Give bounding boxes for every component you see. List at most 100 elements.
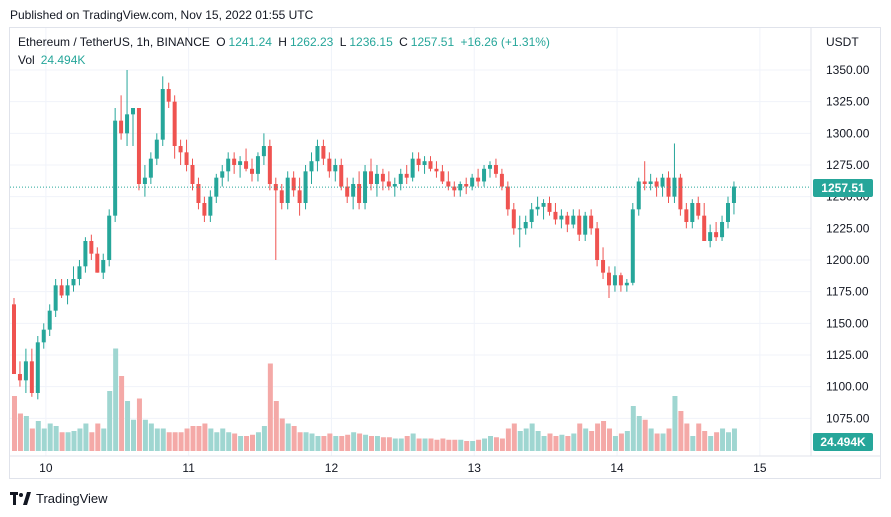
candle-body xyxy=(333,165,338,172)
volume-bar xyxy=(59,432,65,451)
volume-bar xyxy=(482,438,488,451)
tradingview-brand[interactable]: TradingView xyxy=(10,491,108,506)
volume-bar xyxy=(160,428,166,451)
volume-bar xyxy=(416,438,422,451)
candle-body xyxy=(577,215,582,235)
volume-bar xyxy=(53,426,59,451)
volume-bar xyxy=(630,406,636,451)
volume-bar xyxy=(83,423,89,451)
candle-body xyxy=(553,211,558,220)
candle-body xyxy=(386,181,391,187)
volume-bar xyxy=(517,431,523,451)
candle-body xyxy=(654,181,659,187)
volume-bar xyxy=(660,433,666,451)
volume-bar xyxy=(398,438,404,451)
volume-bar xyxy=(226,432,232,451)
volume-bar xyxy=(184,428,190,451)
chart-frame xyxy=(9,27,881,479)
candle-body xyxy=(65,285,70,296)
volume-value: 24.494K xyxy=(40,53,86,67)
candle-body xyxy=(583,215,588,235)
volume-bar xyxy=(720,428,726,451)
candle-body xyxy=(476,177,481,182)
volume-bar xyxy=(363,434,369,451)
candle-body xyxy=(35,342,40,393)
candle-body xyxy=(89,241,94,254)
time-tick-label: 11 xyxy=(182,461,195,475)
volume-bar xyxy=(505,428,511,451)
price-tick-label: 1200.00 xyxy=(826,253,870,267)
price-tick-label: 1225.00 xyxy=(826,221,870,235)
volume-bars xyxy=(12,348,737,451)
candle-body xyxy=(303,171,308,203)
volume-bar xyxy=(238,436,244,451)
candle-body xyxy=(226,158,231,172)
candle-body xyxy=(136,108,141,184)
candle-body xyxy=(523,222,528,229)
candle-body xyxy=(678,177,683,210)
candle-body xyxy=(107,215,112,260)
volume-bar xyxy=(684,423,690,451)
volume-bar xyxy=(119,376,125,451)
volume-bar xyxy=(654,433,660,451)
candle-body xyxy=(279,190,284,203)
candle-body xyxy=(541,203,546,207)
volume-bar xyxy=(547,433,553,451)
candle-body xyxy=(404,173,409,178)
candle-body xyxy=(12,304,16,374)
volume-bar xyxy=(488,436,493,451)
time-axis-ticks: 10 11 12 13 14 15 xyxy=(39,461,767,475)
candle-body xyxy=(440,171,445,182)
candle-body xyxy=(41,329,46,343)
volume-bar xyxy=(428,438,434,451)
candle-body xyxy=(250,168,254,174)
candle-body xyxy=(309,161,314,172)
candle-body xyxy=(702,215,707,241)
price-tick-label: 1100.00 xyxy=(826,380,869,394)
volume-bar xyxy=(291,426,297,451)
candle-body xyxy=(142,177,147,184)
volume-bar xyxy=(208,428,214,451)
candle-body xyxy=(636,181,641,210)
time-tick-label: 10 xyxy=(39,461,53,475)
volume-bar xyxy=(351,432,357,451)
candle-body xyxy=(380,173,385,182)
volume-bar xyxy=(553,436,559,451)
volume-bar xyxy=(636,416,642,451)
volume-bar xyxy=(267,363,273,451)
volume-bar xyxy=(696,423,702,451)
volume-bar xyxy=(285,423,291,451)
candle-body xyxy=(517,228,522,230)
candle-body xyxy=(261,146,266,157)
volume-bar xyxy=(279,418,285,451)
candle-body xyxy=(172,101,177,146)
candle-body xyxy=(166,89,171,102)
volume-bar xyxy=(678,411,684,451)
volume-bar xyxy=(71,431,77,451)
candle-body xyxy=(601,260,606,273)
candle-body xyxy=(190,165,195,184)
candle-body xyxy=(630,209,635,283)
open-label: O xyxy=(216,35,226,49)
candle-body xyxy=(547,203,552,212)
candle-body xyxy=(624,282,629,286)
volume-bar xyxy=(583,428,589,451)
candle-body xyxy=(434,168,439,172)
symbol-title: Ethereum / TetherUS, 1h, BINANCE xyxy=(18,35,210,49)
candle-body xyxy=(160,89,165,140)
candle-body xyxy=(660,177,665,187)
candle-body xyxy=(690,203,695,222)
volume-bar xyxy=(499,438,505,451)
candle-body xyxy=(612,275,617,286)
candle-body xyxy=(178,146,183,153)
candle-body xyxy=(232,158,237,165)
last-volume-tag: 24.494K xyxy=(813,433,873,451)
volume-bar xyxy=(529,423,535,451)
candle-body xyxy=(220,171,225,178)
volume-bar xyxy=(612,436,618,451)
volume-bar xyxy=(452,439,458,451)
volume-bar xyxy=(690,436,696,451)
price-tick-label: 1275.00 xyxy=(826,158,870,172)
volume-bar xyxy=(12,396,17,451)
